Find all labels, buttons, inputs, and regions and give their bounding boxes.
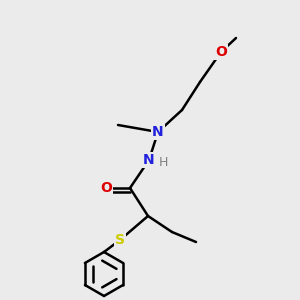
Text: H: H [158, 155, 168, 169]
Text: S: S [115, 233, 125, 247]
Text: N: N [143, 153, 155, 167]
Text: O: O [100, 181, 112, 195]
Text: O: O [215, 45, 227, 59]
Text: N: N [152, 125, 164, 139]
